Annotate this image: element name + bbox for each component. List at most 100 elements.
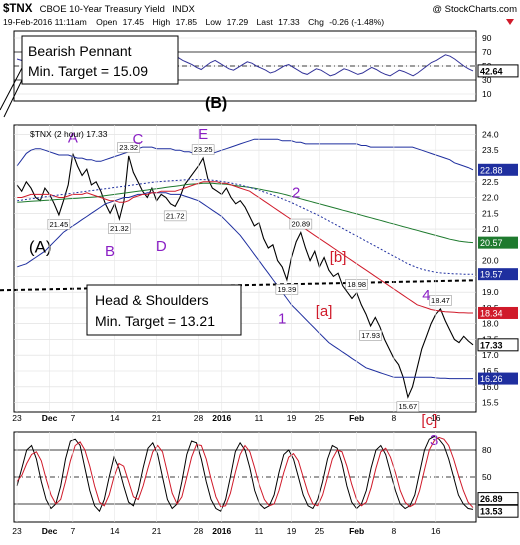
point-label-box — [191, 144, 215, 155]
price-tick-label: 22.0 — [482, 193, 499, 203]
stoch-last-value-1-box — [477, 492, 519, 506]
price-axis-label-4-box — [477, 338, 519, 352]
point-label-box — [396, 401, 420, 412]
stoch-last-value-2-box — [477, 504, 519, 518]
price-x-tick-label: 8 — [392, 413, 397, 423]
top-tick-label: 70 — [482, 47, 492, 57]
wave-label-6: 2 — [292, 185, 300, 202]
price-axis-label-5: 16.26 — [480, 374, 503, 384]
point-label-9: 15.67 — [398, 402, 417, 411]
stoch-x-tick-label: 16 — [431, 526, 441, 536]
price-x-tick-label: 19 — [287, 413, 297, 423]
price-tick-label: 21.5 — [482, 208, 499, 218]
open-value: 17.45 — [123, 17, 145, 27]
price-x-tick-label: Feb — [349, 413, 364, 423]
stoch-x-tick-label: 7 — [70, 526, 75, 536]
price-tick-label: 16.0 — [482, 382, 499, 392]
series-bb-upper — [16, 138, 474, 171]
bearish-pennant-box: Bearish Pennant Min. Target = 15.09 — [0, 35, 179, 118]
series-ma-green — [16, 182, 474, 244]
low-label: Low — [205, 17, 222, 27]
hs-line-1: Head & Shoulders — [95, 292, 209, 308]
wave-label-8: [b] — [330, 249, 347, 266]
stoch-x-tick-label: 11 — [255, 526, 264, 536]
price-tick-label: 21.0 — [482, 224, 499, 234]
point-label-box — [108, 223, 131, 234]
point-label-2: 21.32 — [110, 224, 129, 233]
top-tick-label: 30 — [482, 75, 492, 85]
stoch-wave-label-1: 3 — [430, 432, 438, 449]
wave-label-B-paren: (B) — [205, 95, 227, 112]
pennant-pointer-2 — [3, 79, 23, 118]
top-last-value-label: 42.64 — [480, 66, 503, 76]
price-axis-label-3-box — [478, 306, 518, 319]
price-axis-label-0: 22.88 — [480, 165, 503, 175]
stoch-x-tick-label: Feb — [349, 526, 364, 536]
point-label-box — [289, 218, 313, 230]
pennant-line-1: Bearish Pennant — [28, 43, 132, 59]
price-axis-label-0-box — [478, 163, 518, 176]
hs-line-2: Min. Target = 13.21 — [95, 313, 215, 329]
x-axis-layer: 2323DecDec771414212128282016201611111919… — [12, 125, 441, 536]
header-exchange: INDX — [172, 4, 195, 15]
price-x-tick-label: 25 — [315, 413, 325, 423]
price-tick-label: 22.5 — [482, 177, 499, 187]
header-quote-line: 19-Feb-2016 11:11am Open 17.45 High 17.8… — [3, 17, 384, 27]
point-label-0: 21.45 — [49, 220, 68, 229]
price-layer: 24.023.522.522.021.521.020.019.519.018.5… — [0, 126, 519, 412]
price-tick-label: 18.0 — [482, 319, 499, 329]
point-label-box — [47, 219, 71, 230]
price-x-tick-label: 11 — [255, 413, 264, 423]
price-x-tick-label: Dec — [42, 413, 58, 423]
point-label-box — [429, 295, 452, 306]
point-label-5: 20.89 — [291, 220, 310, 229]
point-label-6: 19.39 — [277, 285, 296, 294]
stoch-x-tick-label: 28 — [194, 526, 204, 536]
price-axis-label-2-box — [478, 268, 518, 281]
wave-label-7: 1 — [278, 311, 286, 328]
point-label-8: 17.93 — [361, 331, 380, 340]
stoch-tick-label: 80 — [482, 445, 492, 455]
price-tick-label: 15.5 — [482, 398, 499, 408]
chg-value: -0.26 (-1.48%) — [329, 17, 384, 27]
wave-label-9: [a] — [316, 303, 333, 320]
price-axis-label-5-box — [478, 372, 518, 385]
top-tick-label: 10 — [482, 89, 492, 99]
price-tick-label: 16.5 — [482, 366, 499, 376]
price-x-tick-label: 23 — [12, 413, 22, 423]
price-tick-label: 20.0 — [482, 256, 499, 266]
header-title: $TNX CBOE 10-Year Treasury Yield INDX — [3, 3, 196, 15]
price-x-tick-label: 14 — [110, 413, 120, 423]
price-tick-label: 17.0 — [482, 350, 499, 360]
header-date-time: 19-Feb-2016 11:11am — [3, 17, 87, 27]
wave-label-10: 4 — [422, 287, 430, 304]
stoch-wave-label-0: [c] — [421, 412, 437, 429]
low-value: 17.29 — [227, 17, 249, 27]
hs-box-frame — [86, 284, 242, 336]
chart-header: $TNX CBOE 10-Year Treasury Yield INDX @ … — [3, 3, 517, 27]
stoch-x-tick-label: 19 — [287, 526, 297, 536]
stoch-d-line — [16, 436, 474, 508]
series-ma-dotted — [16, 179, 473, 275]
wave-label-4: D — [156, 238, 167, 255]
stoch-tick-label: 50 — [482, 472, 492, 482]
price-tick-label: 24.0 — [482, 129, 499, 139]
stoch-last-value-1: 26.89 — [480, 494, 503, 504]
watermark: @ StockCharts.com — [432, 4, 517, 15]
point-label-box — [275, 284, 299, 295]
price-x-tick-label: 21 — [152, 413, 162, 423]
header-name: CBOE 10-Year Treasury Yield — [40, 4, 165, 15]
point-label-10: 18.47 — [431, 296, 450, 305]
high-label: High — [152, 17, 170, 27]
last-value: 17.33 — [278, 17, 300, 27]
stoch-x-tick-label: 21 — [152, 526, 162, 536]
stoch-x-tick-label: Dec — [42, 526, 58, 536]
head-shoulders-box: Head & Shoulders Min. Target = 13.21 — [86, 284, 242, 336]
price-tick-label: 19.0 — [482, 287, 499, 297]
point-label-1: 23.32 — [119, 143, 138, 152]
series-ma-red — [17, 181, 473, 314]
wave-label-2: E — [198, 126, 208, 143]
price-axis-label-2: 19.57 — [480, 270, 503, 280]
